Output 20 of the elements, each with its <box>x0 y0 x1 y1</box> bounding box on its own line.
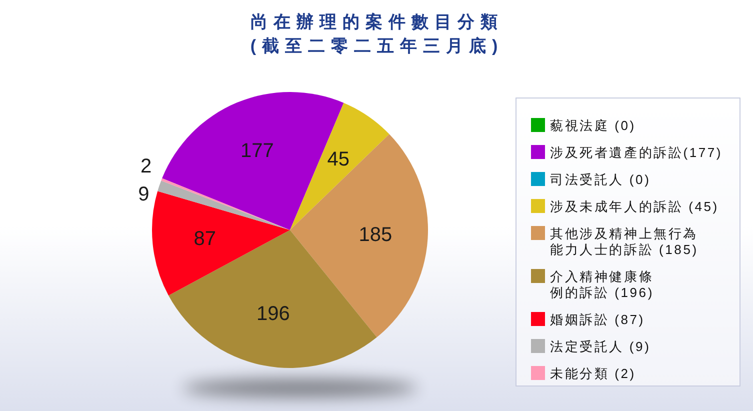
pie-slice <box>290 134 428 338</box>
legend-label: 涉及未成年人的訴訟 (45) <box>550 198 719 214</box>
legend-label: 婚姻訴訟 (87) <box>550 312 645 326</box>
legend-label: 未能分類 (2) <box>550 366 636 380</box>
data-label: 45 <box>327 148 350 170</box>
legend-label: 涉及死者遺產的訴訟(177) <box>550 144 723 160</box>
chart-title: 尚在辦理的案件數目分類 <box>250 12 504 32</box>
pie-slice <box>152 191 290 296</box>
chart-subtitle: (截至二零二五年三月底) <box>250 36 504 56</box>
legend-label: 其他涉及精神上無行為能力人士的訴訟 (185) <box>550 226 698 256</box>
data-label: 9 <box>138 183 150 206</box>
data-label: 185 <box>358 224 392 246</box>
data-label: 87 <box>194 228 216 250</box>
legend-label: 藐視法庭 (0) <box>550 118 636 132</box>
legend-label: 介入精神健康條例的訴訟 (196) <box>550 268 654 300</box>
data-label: 177 <box>240 140 274 162</box>
legend-label: 司法受託人 (0) <box>550 172 651 186</box>
legend-label: 法定受託人 (9) <box>550 338 651 354</box>
data-label: 2 <box>140 155 152 178</box>
data-label: 196 <box>256 302 290 325</box>
